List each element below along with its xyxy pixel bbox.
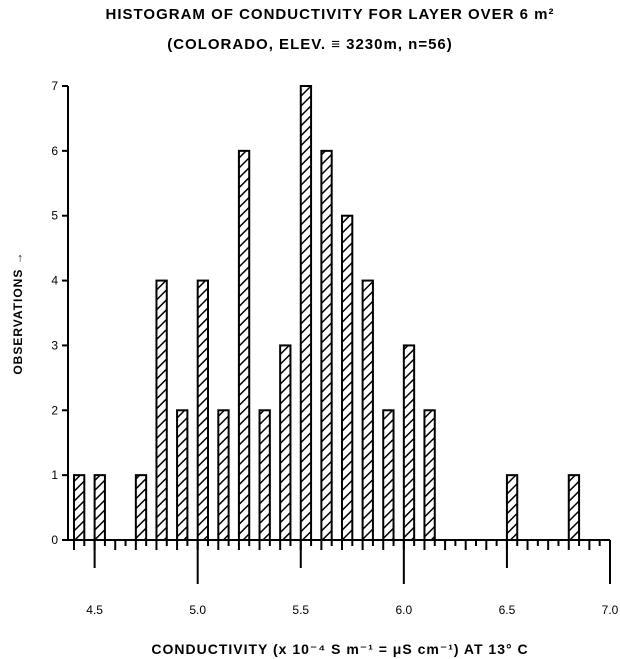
- histogram-bar: [237, 149, 251, 541]
- x-tick-label: 6.0: [396, 603, 413, 617]
- y-tick-label: 1: [51, 468, 58, 482]
- x-tick-label: 5.0: [189, 603, 206, 617]
- histogram-bar: [320, 149, 333, 541]
- y-tick-label: 5: [51, 209, 58, 223]
- y-tick-label: 6: [51, 144, 58, 158]
- histogram-bar: [279, 344, 292, 541]
- bars-layer: [73, 85, 581, 541]
- y-axis-title: OBSERVATIONS →: [11, 251, 25, 374]
- histogram-bar: [423, 409, 436, 541]
- histogram-bar: [382, 409, 395, 541]
- x-tick-label: 6.5: [499, 603, 516, 617]
- axes-layer: [62, 85, 611, 584]
- histogram-bar: [567, 474, 581, 541]
- y-tick-label: 4: [51, 274, 58, 288]
- histogram-bar: [73, 474, 86, 541]
- histogram-bar: [134, 474, 148, 541]
- histogram-bar: [176, 409, 189, 541]
- histogram-bar: [217, 409, 230, 541]
- histogram-bar: [361, 279, 374, 541]
- histogram-bar: [299, 85, 313, 541]
- y-tick-label: 7: [51, 79, 58, 93]
- y-tick-label: 3: [51, 338, 58, 352]
- histogram-bar: [402, 344, 416, 541]
- histogram-bar: [196, 279, 209, 541]
- y-tick-label: 0: [51, 533, 58, 547]
- histogram-bar: [258, 409, 271, 541]
- chart-title-line2: (COLORADO, ELEV. ≡ 3230m, n=56): [167, 36, 453, 53]
- x-axis-title: CONDUCTIVITY (x 10⁻⁴ S m⁻¹ = μS cm⁻¹) AT…: [151, 641, 528, 657]
- x-tick-label: 5.5: [292, 603, 309, 617]
- histogram-bar: [505, 474, 519, 541]
- x-tick-label: 7.0: [602, 603, 619, 617]
- histogram-bar: [341, 214, 354, 541]
- histogram-bar: [93, 474, 106, 541]
- chart-title-line1: HISTOGRAM OF CONDUCTIVITY FOR LAYER OVER…: [105, 6, 555, 23]
- histogram-bar: [155, 279, 168, 541]
- x-tick-label: 4.5: [86, 603, 103, 617]
- y-tick-label: 2: [51, 403, 58, 417]
- labels-layer: 0 1 2 3 4 5 6 7 4.5 5.0 5.5 6.0 6.5 7.0 OBSERVATIONS →…: [11, 79, 619, 657]
